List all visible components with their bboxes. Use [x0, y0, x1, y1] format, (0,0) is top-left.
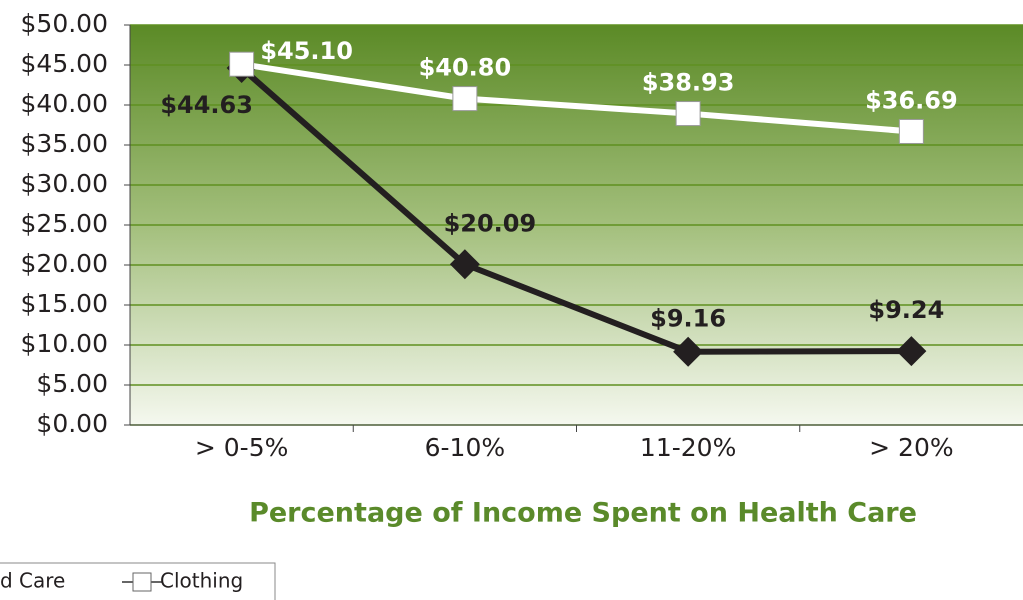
data-point [449, 249, 480, 280]
value-label: $9.24 [868, 296, 944, 324]
legend-label: Clothing [160, 569, 243, 593]
data-point [675, 101, 701, 127]
value-label: $45.10 [260, 37, 353, 65]
y-tick-label: $45.00 [21, 49, 108, 78]
value-label: $20.09 [444, 209, 537, 237]
y-tick-label: $20.00 [21, 249, 108, 278]
legend-marker [132, 572, 152, 592]
data-point [673, 336, 704, 367]
value-label: $38.93 [642, 69, 735, 97]
y-tick-label: $0.00 [36, 409, 108, 438]
data-point [898, 118, 924, 144]
series-line [241, 61, 912, 135]
data-point [229, 51, 255, 77]
series-line [239, 65, 912, 355]
x-axis-title: Percentage of Income Spent on Health Car… [249, 498, 917, 529]
y-tick-label: $30.00 [21, 169, 108, 198]
y-tick-label: $25.00 [21, 209, 108, 238]
value-label: $40.80 [419, 54, 512, 82]
y-tick-label: $10.00 [21, 329, 108, 358]
y-tick-label: $15.00 [21, 289, 108, 318]
x-tick-label: 11-20% [640, 433, 736, 462]
y-tick-label: $50.00 [21, 9, 108, 38]
y-tick-label: $5.00 [36, 369, 108, 398]
data-point [896, 336, 927, 367]
x-tick-label: > 20% [869, 433, 953, 462]
x-tick-label: 6-10% [425, 433, 506, 462]
legend-label: d Care [0, 569, 65, 593]
value-label: $36.69 [865, 86, 958, 114]
x-tick-label: > 0-5% [195, 433, 288, 462]
y-tick-label: $40.00 [21, 89, 108, 118]
value-label: $44.63 [160, 91, 253, 119]
data-point [452, 86, 478, 112]
y-tick-label: $35.00 [21, 129, 108, 158]
value-label: $9.16 [650, 305, 726, 333]
